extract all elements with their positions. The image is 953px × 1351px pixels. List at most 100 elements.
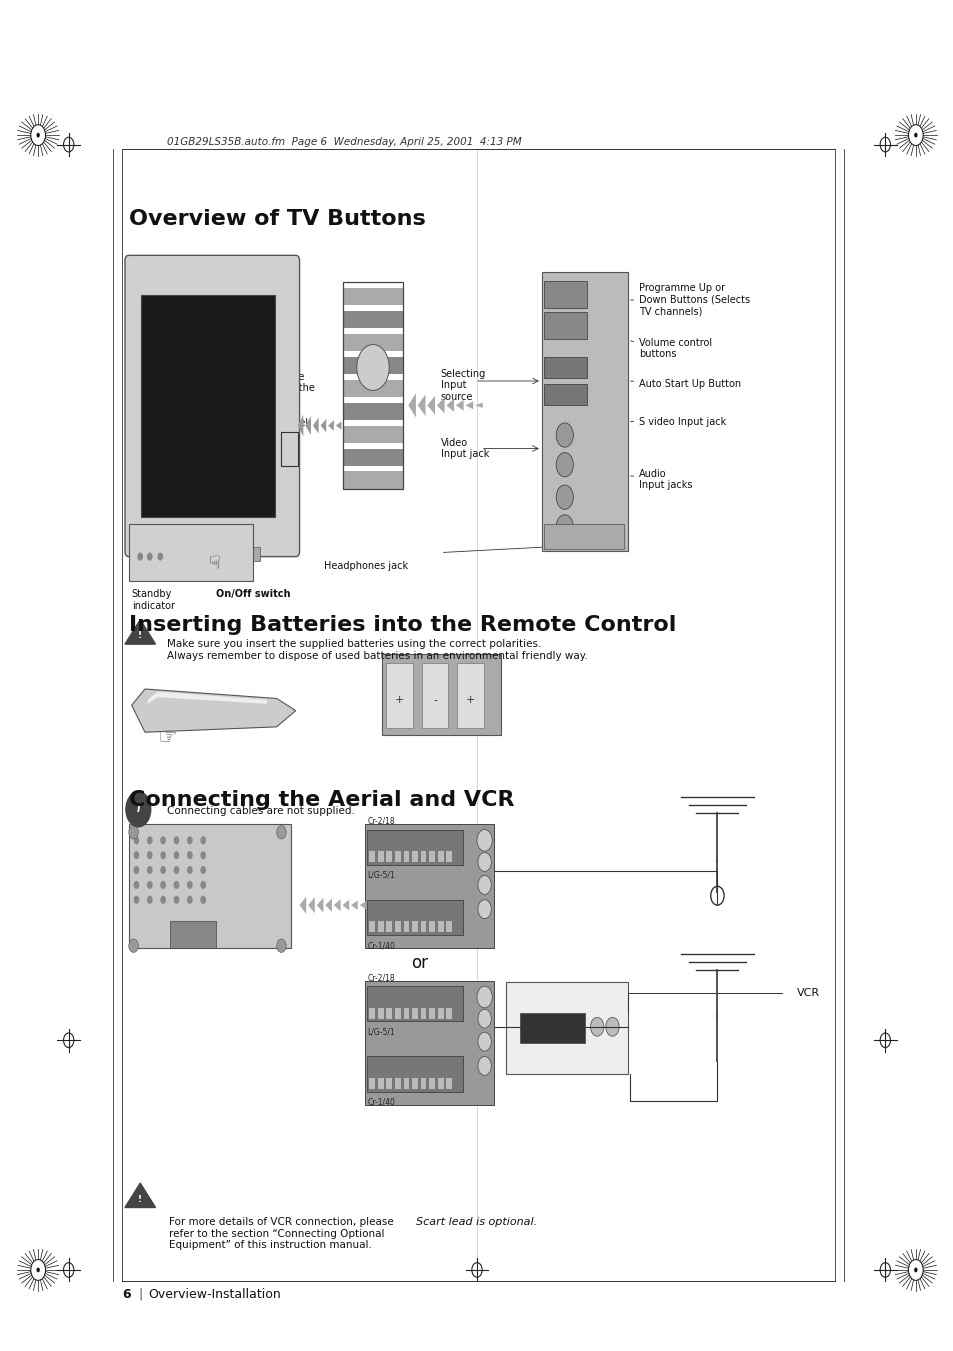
Circle shape	[173, 896, 179, 904]
Bar	[377, 1078, 383, 1089]
Polygon shape	[148, 692, 267, 704]
Bar	[386, 851, 392, 862]
Bar	[386, 663, 413, 728]
Text: Standby
indicator: Standby indicator	[132, 589, 174, 611]
Text: +: +	[395, 694, 404, 705]
Bar	[421, 663, 448, 728]
Circle shape	[913, 1267, 917, 1273]
Text: i: i	[136, 804, 140, 815]
Circle shape	[30, 124, 46, 146]
Circle shape	[200, 896, 206, 904]
Bar	[343, 334, 402, 351]
Polygon shape	[297, 415, 303, 436]
Circle shape	[187, 866, 193, 874]
Bar	[369, 921, 375, 932]
Polygon shape	[305, 416, 311, 435]
Text: For more details of VCR connection, please
refer to the section “Connecting Opti: For more details of VCR connection, plea…	[169, 1217, 394, 1251]
Circle shape	[36, 132, 40, 138]
Bar	[420, 921, 426, 932]
Circle shape	[913, 132, 917, 138]
Circle shape	[907, 1259, 923, 1281]
Circle shape	[160, 851, 166, 859]
Polygon shape	[456, 400, 463, 411]
Text: ☞: ☞	[157, 728, 176, 748]
Circle shape	[276, 939, 286, 952]
Text: !: !	[138, 1194, 142, 1204]
Bar	[129, 824, 291, 948]
Bar	[343, 403, 402, 420]
Bar	[420, 851, 426, 862]
Circle shape	[200, 866, 206, 874]
Bar	[403, 1008, 409, 1019]
Bar	[343, 311, 402, 328]
Text: Connecting cables are not supplied.: Connecting cables are not supplied.	[167, 805, 355, 816]
Bar	[437, 1008, 443, 1019]
Bar	[429, 851, 435, 862]
Bar	[412, 851, 417, 862]
Text: -: -	[433, 694, 436, 705]
Circle shape	[129, 939, 138, 952]
Polygon shape	[328, 420, 334, 431]
Bar	[395, 1078, 400, 1089]
Bar	[343, 449, 402, 466]
Polygon shape	[125, 1183, 155, 1208]
Polygon shape	[465, 401, 473, 409]
Text: Press on the
mark ← on the
door flap to
reveal the
control panel.: Press on the mark ← on the door flap to …	[244, 372, 314, 428]
Bar	[281, 432, 297, 466]
Circle shape	[200, 851, 206, 859]
Text: Scart lead is optional.: Scart lead is optional.	[416, 1217, 537, 1227]
Polygon shape	[308, 897, 314, 913]
Bar	[386, 1078, 392, 1089]
Bar	[395, 851, 400, 862]
Polygon shape	[417, 394, 425, 416]
Bar	[437, 921, 443, 932]
Circle shape	[147, 896, 152, 904]
Circle shape	[160, 881, 166, 889]
Bar	[505, 982, 627, 1074]
Circle shape	[36, 1267, 40, 1273]
Circle shape	[133, 881, 139, 889]
Text: Inserting Batteries into the Remote Control: Inserting Batteries into the Remote Cont…	[129, 615, 676, 635]
Polygon shape	[299, 897, 306, 915]
Text: Connecting the Aerial and VCR: Connecting the Aerial and VCR	[129, 790, 514, 811]
Text: Cr-1/40: Cr-1/40	[367, 942, 395, 950]
Bar	[367, 830, 462, 865]
Bar	[420, 1008, 426, 1019]
Bar	[541, 272, 627, 551]
Circle shape	[126, 792, 151, 827]
Bar	[343, 357, 402, 374]
Polygon shape	[125, 620, 155, 644]
Bar	[365, 981, 494, 1105]
Circle shape	[133, 866, 139, 874]
Circle shape	[590, 1017, 603, 1036]
Bar	[170, 921, 215, 948]
Circle shape	[160, 866, 166, 874]
Bar	[403, 921, 409, 932]
Circle shape	[477, 1056, 491, 1075]
Polygon shape	[342, 900, 349, 911]
Circle shape	[160, 896, 166, 904]
Circle shape	[129, 825, 138, 839]
Text: Selecting
Input
source: Selecting Input source	[440, 369, 485, 403]
Text: On/Off switch: On/Off switch	[215, 589, 290, 598]
Polygon shape	[132, 689, 295, 732]
Circle shape	[133, 851, 139, 859]
Circle shape	[157, 553, 163, 561]
Bar	[386, 1008, 392, 1019]
Bar	[403, 1078, 409, 1089]
Text: L/G-5/1: L/G-5/1	[367, 871, 395, 880]
Bar	[429, 921, 435, 932]
Circle shape	[477, 1009, 491, 1028]
Text: Overview-Installation: Overview-Installation	[148, 1288, 280, 1301]
Circle shape	[160, 836, 166, 844]
Bar	[367, 900, 462, 935]
Bar	[369, 1078, 375, 1089]
Circle shape	[477, 852, 491, 871]
Bar	[543, 281, 586, 308]
Text: 01GB29LS35B.auto.fm  Page 6  Wednesday, April 25, 2001  4:13 PM: 01GB29LS35B.auto.fm Page 6 Wednesday, Ap…	[167, 136, 521, 147]
Text: Cr-2/18: Cr-2/18	[367, 974, 395, 982]
Circle shape	[137, 553, 143, 561]
Circle shape	[477, 900, 491, 919]
Circle shape	[477, 1032, 491, 1051]
Circle shape	[30, 1259, 46, 1281]
